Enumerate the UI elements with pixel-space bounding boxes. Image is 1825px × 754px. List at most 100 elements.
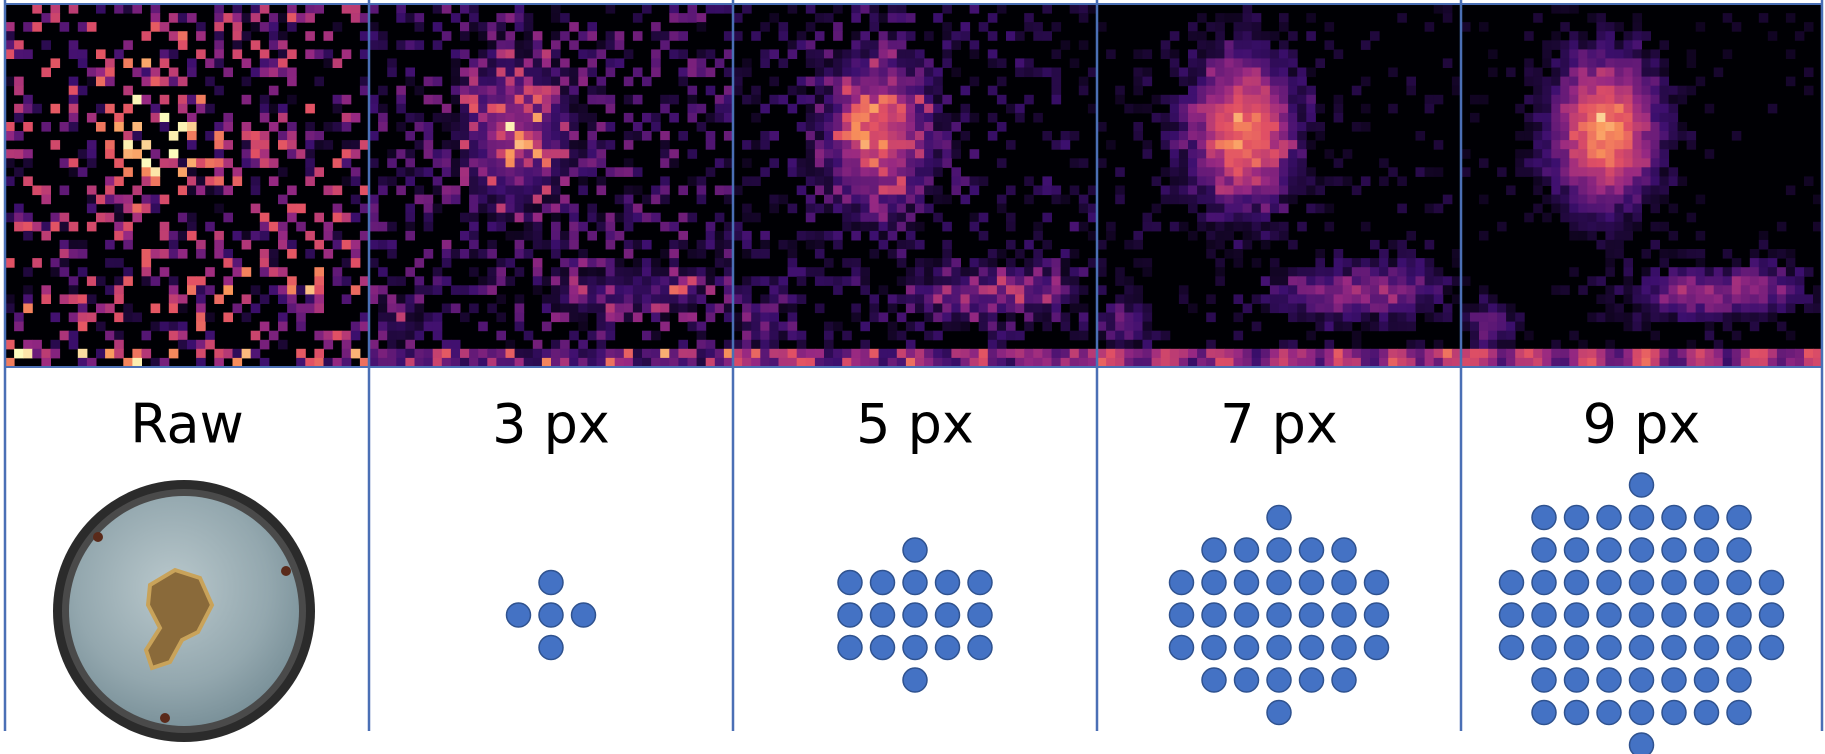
heatmap-cell (451, 340, 461, 350)
heatmap-cell (1669, 95, 1679, 105)
heatmap-cell (460, 22, 470, 32)
heatmap-cell (915, 95, 925, 105)
heatmap-cell (1252, 231, 1262, 241)
heatmap-cell (533, 77, 543, 87)
heatmap-cell (851, 13, 861, 23)
heatmap-cell (424, 313, 434, 323)
heatmap-cell (1215, 140, 1225, 150)
heatmap-cell (41, 195, 51, 205)
heatmap-cell (1033, 285, 1043, 295)
heatmap-cell (1497, 222, 1507, 232)
kernel-dot (1630, 733, 1654, 754)
heatmap-cell (942, 222, 952, 232)
heatmap-cell (333, 276, 343, 286)
heatmap-cell (1633, 31, 1643, 41)
heatmap-cell (496, 49, 506, 59)
heatmap-cell (1587, 104, 1597, 114)
heatmap-cell (942, 304, 952, 314)
kernel-dot (1267, 668, 1291, 692)
heatmap-cell (1750, 313, 1760, 323)
heatmap-cell (1252, 195, 1262, 205)
heatmap-cell (187, 222, 197, 232)
heatmap-cell (1642, 176, 1652, 186)
heatmap-cell (824, 276, 834, 286)
heatmap-cell (1215, 40, 1225, 50)
heatmap-cell (5, 304, 15, 314)
heatmap-cell (60, 240, 70, 250)
heatmap-cell (114, 222, 124, 232)
heatmap-cell (14, 322, 24, 332)
heatmap-cell (5, 131, 15, 141)
heatmap-cell (1605, 231, 1615, 241)
heatmap-cell (1143, 140, 1153, 150)
heatmap-cell (678, 294, 688, 304)
heatmap-cell (1315, 267, 1325, 277)
kernel-dot (1760, 636, 1784, 660)
heatmap-cell (633, 258, 643, 268)
heatmap-cell (797, 186, 807, 196)
heatmap-cell (51, 140, 61, 150)
heatmap-cell (1234, 104, 1244, 114)
heatmap-cell (1461, 322, 1471, 332)
heatmap-cell (742, 213, 752, 223)
heatmap-cell (1325, 267, 1335, 277)
heatmap-cell (997, 349, 1007, 359)
kernel-dot (903, 538, 927, 562)
heatmap-cell (997, 95, 1007, 105)
heatmap-cell (378, 304, 388, 314)
heatmap-cell (1206, 195, 1216, 205)
heatmap-cell (214, 240, 224, 250)
heatmap-cell (506, 149, 516, 159)
heatmap-cell (988, 285, 998, 295)
heatmap-cell (487, 249, 497, 259)
heatmap-cell (378, 40, 388, 50)
heatmap-cell (324, 249, 334, 259)
kernel-dot (1727, 668, 1751, 692)
heatmap-cell (1288, 68, 1298, 78)
heatmap-cell (915, 77, 925, 87)
heatmap-cell (515, 213, 525, 223)
heatmap-cell (378, 186, 388, 196)
heatmap-cell (251, 204, 261, 214)
heatmap-cell (569, 158, 579, 168)
heatmap-cell (888, 58, 898, 68)
heatmap-cell (1804, 349, 1814, 359)
heatmap-cell (1143, 322, 1153, 332)
heatmap-cell (1651, 149, 1661, 159)
heatmap-cell (606, 95, 616, 105)
heatmap-cell (1750, 304, 1760, 314)
heatmap-cell (906, 149, 916, 159)
heatmap-cell (1633, 122, 1643, 132)
kernel-dot (1630, 603, 1654, 627)
heatmap-cell (1279, 149, 1289, 159)
heatmap-cell (333, 186, 343, 196)
heatmap-cell (533, 113, 543, 123)
heatmap-cell (860, 186, 870, 196)
heatmap-cell (1070, 131, 1080, 141)
heatmap-cell (715, 304, 725, 314)
heatmap-cell (1786, 13, 1796, 23)
heatmap-cell (1133, 86, 1143, 96)
heatmap-cell (797, 77, 807, 87)
heatmap-cell (1133, 258, 1143, 268)
heatmap-cell (706, 167, 716, 177)
heatmap-cell (1033, 313, 1043, 323)
heatmap-cell (860, 4, 870, 14)
heatmap-cell (1614, 158, 1624, 168)
heatmap-cell (1696, 304, 1706, 314)
heatmap-cell (915, 49, 925, 59)
heatmap-cell (651, 258, 661, 268)
heatmap-cell (806, 113, 816, 123)
heatmap-cell (114, 122, 124, 132)
heatmap-cell (1197, 213, 1207, 223)
heatmap-cell (1042, 313, 1052, 323)
heatmap-cell (1170, 349, 1180, 359)
heatmap-cell (1279, 58, 1289, 68)
heatmap-cell (78, 313, 88, 323)
heatmap-cell (688, 304, 698, 314)
heatmap-cell (333, 231, 343, 241)
heatmap-cell (915, 322, 925, 332)
heatmap-cell (1768, 267, 1778, 277)
heatmap-cell (533, 86, 543, 96)
heatmap-cell (1006, 222, 1016, 232)
